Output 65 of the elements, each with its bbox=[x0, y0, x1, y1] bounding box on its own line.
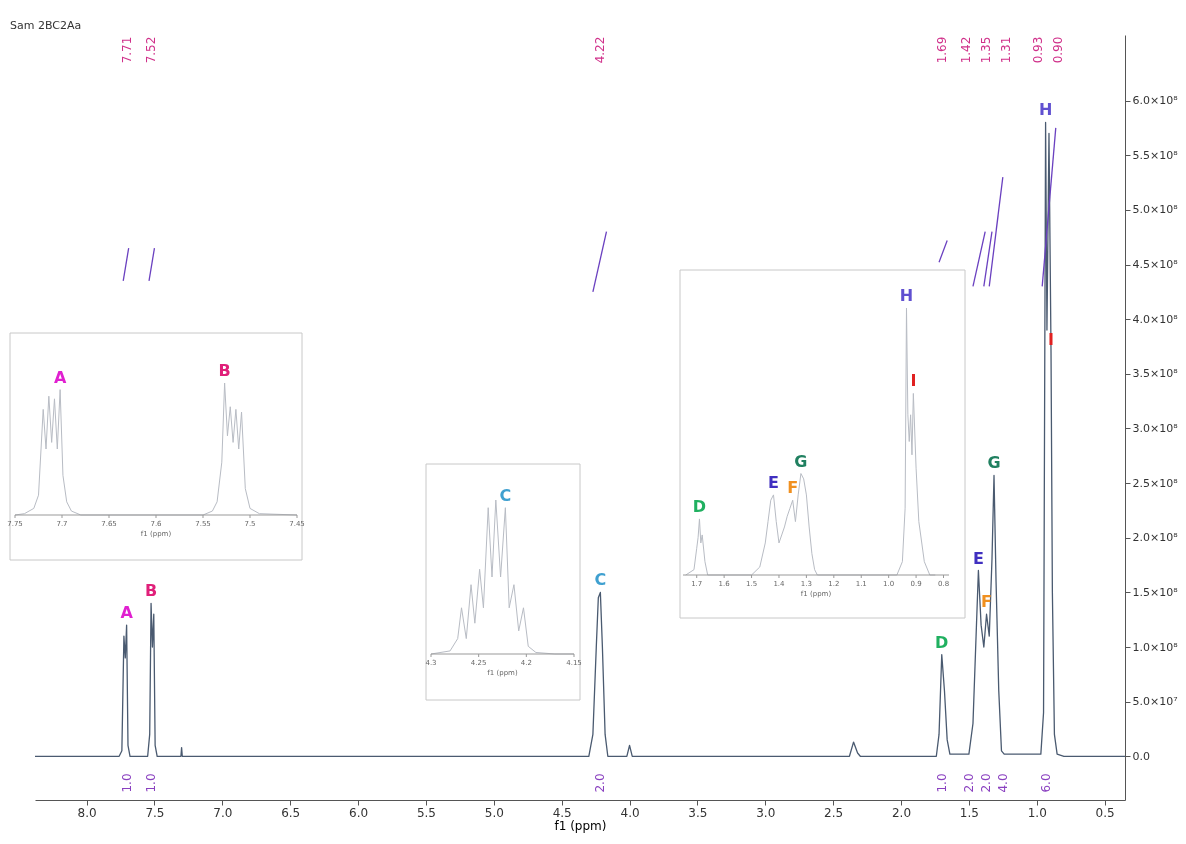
annotation: 1.31 bbox=[999, 36, 1014, 64]
annotation: 1.42 bbox=[959, 36, 974, 64]
y-tick-label: 2.0×10⁸ bbox=[1132, 531, 1179, 545]
y-tick-label: 2.5×10⁸ bbox=[1132, 476, 1179, 490]
annotation: 0.93 bbox=[1031, 36, 1046, 64]
annotation: C bbox=[594, 570, 607, 590]
annotation: 1.69 bbox=[934, 36, 949, 64]
x-tick-label: 2.0 bbox=[891, 805, 912, 820]
x-tick-label: 5.5 bbox=[416, 805, 436, 820]
annotation: H bbox=[1038, 100, 1053, 120]
x-tick-label: 1.5 bbox=[959, 805, 979, 820]
x-tick-label: 3.0 bbox=[756, 805, 776, 820]
annotation: I bbox=[910, 371, 917, 391]
y-tick-label: 1.5×10⁸ bbox=[1132, 585, 1179, 599]
x-tick-label: 4.0 bbox=[620, 805, 640, 820]
annotation: D bbox=[935, 632, 949, 652]
annotation: 7.71 bbox=[119, 36, 134, 64]
annotation: F bbox=[787, 478, 799, 498]
y-tick-label: 6.0×10⁸ bbox=[1132, 94, 1179, 108]
annotation: B bbox=[144, 581, 158, 601]
chart-title: Sam 2BC2Aa bbox=[10, 19, 82, 32]
annotation: 4.22 bbox=[593, 36, 608, 64]
x-tick-label: 4.5 bbox=[552, 805, 572, 820]
annotation: B bbox=[218, 361, 231, 380]
annotation: 6.0 bbox=[1038, 773, 1053, 793]
annotation: 1.0 bbox=[934, 773, 949, 793]
annotation: 2.0 bbox=[593, 773, 608, 793]
annotation: 7.52 bbox=[144, 36, 159, 64]
x-tick-label: 2.5 bbox=[824, 805, 844, 820]
annotation: 0.90 bbox=[1051, 36, 1066, 64]
y-tick-label: 4.0×10⁸ bbox=[1132, 312, 1179, 326]
annotation: C bbox=[499, 485, 512, 505]
x-tick-label: 3.5 bbox=[688, 805, 708, 820]
x-tick-label: 8.0 bbox=[77, 805, 97, 820]
x-tick-label: 7.0 bbox=[213, 805, 233, 820]
x-tick-label: 6.0 bbox=[349, 805, 369, 820]
annotation: 2.0 bbox=[979, 773, 994, 793]
x-tick-label: 1.0 bbox=[1027, 805, 1047, 820]
annotation: I bbox=[1048, 329, 1054, 349]
annotation: 1.0 bbox=[119, 773, 134, 793]
annotation: D bbox=[692, 496, 707, 516]
annotation: A bbox=[53, 367, 67, 387]
annotation: A bbox=[120, 603, 134, 623]
annotation: 1.35 bbox=[979, 36, 994, 64]
annotation: 4.0 bbox=[996, 773, 1011, 793]
annotation: E bbox=[768, 472, 779, 492]
annotation: H bbox=[899, 286, 914, 305]
y-tick-label: 0.0 bbox=[1132, 749, 1150, 763]
x-tick-label: 6.5 bbox=[281, 805, 301, 820]
y-tick-label: 1.0×10⁸ bbox=[1132, 640, 1179, 654]
x-tick-label: 0.5 bbox=[1095, 805, 1115, 820]
y-tick-label: 3.0×10⁸ bbox=[1132, 421, 1179, 435]
y-tick-label: 5.0×10⁸ bbox=[1132, 203, 1179, 217]
annotation: 1.0 bbox=[144, 773, 159, 793]
y-tick-label: 3.5×10⁸ bbox=[1132, 367, 1179, 381]
x-tick-label: 7.5 bbox=[145, 805, 165, 820]
x-tick-label: 5.0 bbox=[484, 805, 504, 820]
y-tick-label: 5.5×10⁸ bbox=[1132, 148, 1179, 162]
y-tick-label: 4.5×10⁸ bbox=[1132, 258, 1179, 271]
annotation: E bbox=[972, 548, 984, 568]
annotation: G bbox=[794, 451, 808, 471]
y-tick-label: 5.0×10⁷ bbox=[1132, 695, 1178, 709]
x-axis-title: f1 (ppm) bbox=[554, 818, 607, 833]
annotation: G bbox=[987, 453, 1001, 473]
annotation: 2.0 bbox=[962, 773, 977, 793]
